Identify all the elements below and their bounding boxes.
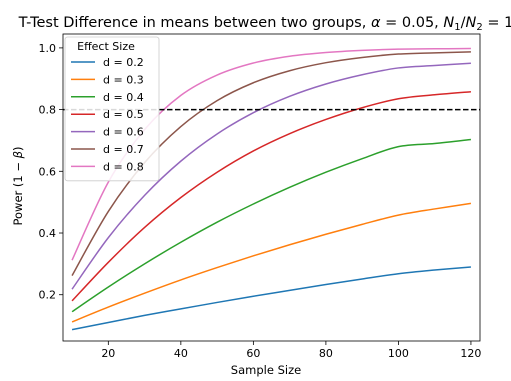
y-axis-label-prefix: Power (1 −	[11, 158, 25, 225]
axis-ticks: 20 40 60 80 100 120 0.2 0.4 0.6 0.8 1.0	[39, 42, 482, 360]
chart-title-slash: /	[461, 15, 466, 31]
legend-label: d = 0.3	[103, 73, 144, 86]
chart-title-alpha-value: = 0.05,	[381, 15, 444, 31]
y-tick-label: 1.0	[39, 42, 57, 55]
chart-title-n1-sub: 1	[454, 22, 460, 33]
x-tick-label: 120	[460, 347, 481, 360]
series-line-d-0-6	[71, 62, 471, 290]
x-tick-label: 80	[319, 347, 333, 360]
chart-title-n2-sub: 2	[476, 22, 482, 33]
legend-label: d = 0.5	[103, 108, 144, 121]
legend-title: Effect Size	[77, 40, 135, 53]
legend-label: d = 0.6	[103, 126, 144, 139]
y-axis-label: Power (1 − β)	[11, 146, 25, 225]
y-tick-label: 0.8	[39, 104, 57, 117]
legend-label: d = 0.2	[103, 56, 144, 69]
legend-label: d = 0.7	[103, 143, 144, 156]
series-line-d-0-3	[71, 202, 472, 323]
legend-label: d = 0.4	[103, 91, 144, 104]
chart-title-alpha: α	[371, 15, 381, 31]
legend-items: d = 0.2 d = 0.3 d = 0.4 d = 0.5 d = 0.6 d = 0…	[71, 56, 144, 173]
series-line-d-0-2	[71, 266, 471, 331]
x-tick-label: 100	[388, 347, 409, 360]
x-axis-label: Sample Size	[231, 363, 301, 377]
chart-title-ratio: = 1	[483, 15, 511, 31]
legend-label: d = 0.8	[103, 160, 144, 173]
x-tick-label: 40	[174, 347, 188, 360]
series-line-d-0-5	[71, 90, 471, 302]
chart-title-n1: N	[443, 15, 454, 31]
series-line-d-0-4	[71, 138, 472, 313]
y-tick-label: 0.2	[39, 289, 57, 302]
y-axis-label-suffix: )	[11, 146, 25, 151]
legend-box	[64, 36, 160, 182]
y-axis-label-beta: β	[11, 151, 25, 159]
legend: Effect Size d = 0.2 d = 0.3 d = 0.4 d = 0.5…	[64, 36, 160, 182]
x-tick-label: 20	[101, 347, 115, 360]
x-tick-label: 60	[246, 347, 260, 360]
y-tick-label: 0.4	[39, 227, 57, 240]
plot-frame	[62, 33, 481, 342]
chart-title-main: T-Test Difference in means between two g…	[18, 15, 371, 31]
chart-title: T-Test Difference in means between two g…	[18, 15, 511, 33]
y-tick-label: 0.6	[39, 165, 57, 178]
chart-title-n2: N	[466, 15, 477, 31]
